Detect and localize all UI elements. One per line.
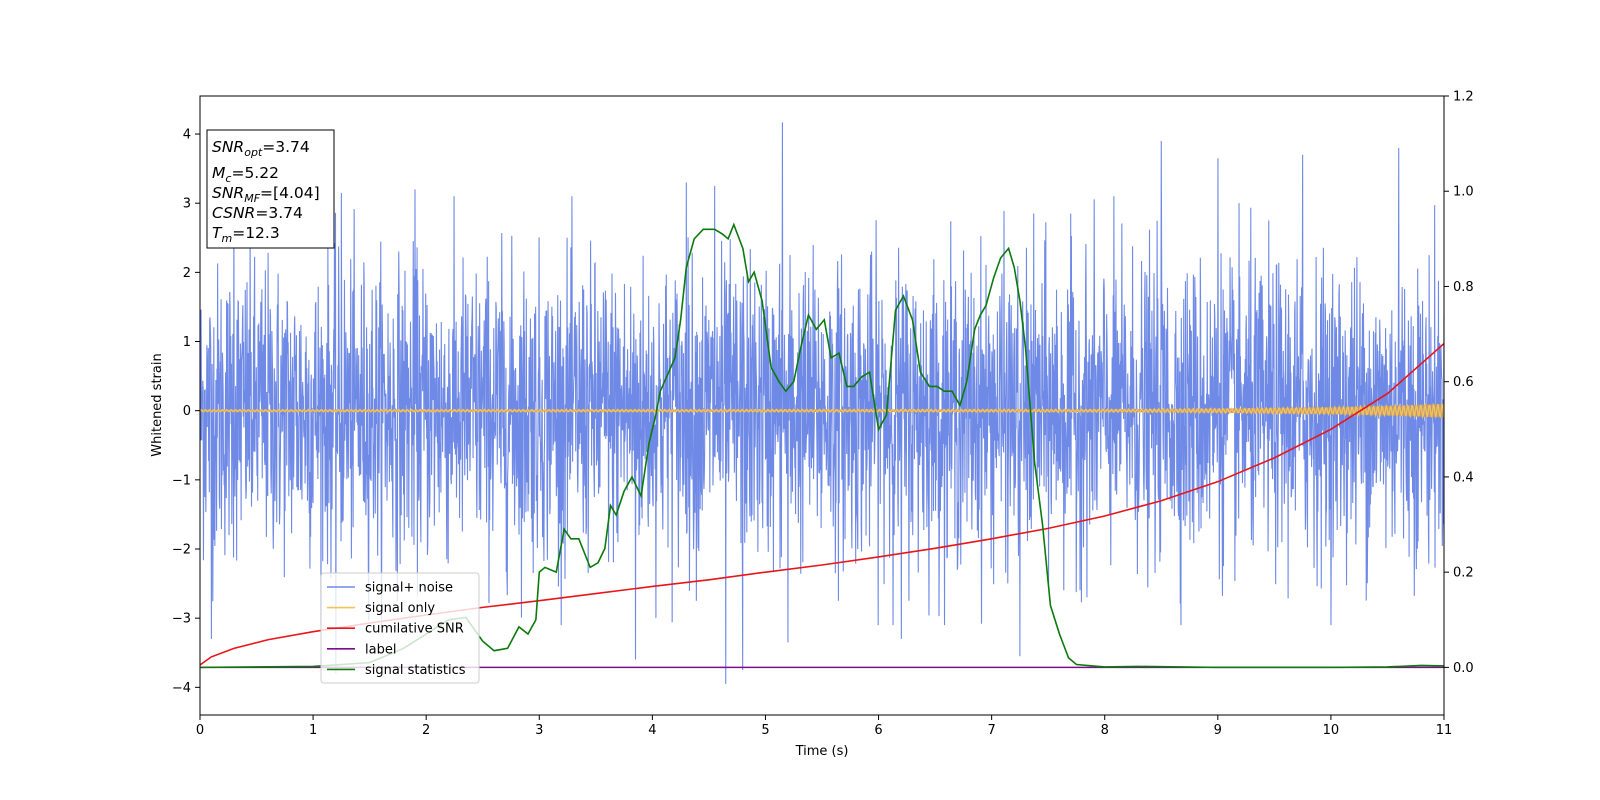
x-tick-label: 1: [309, 723, 317, 738]
x-tick-label: 5: [761, 723, 769, 738]
x-tick-label: 10: [1323, 723, 1340, 738]
y2-tick-label: 0.6: [1453, 375, 1474, 390]
annotation-mc: Mc=5.22: [212, 164, 279, 185]
y2-tick-label: 0.0: [1453, 661, 1474, 676]
y-axis-right: 0.0 0.2 0.4 0.6 0.8 1.0 1.2: [1444, 90, 1474, 676]
axes-frame: [199, 95, 1445, 716]
x-tick-label: 3: [535, 723, 543, 738]
y2-tick-label: 0.8: [1453, 280, 1474, 295]
y2-tick-label: 1.2: [1453, 90, 1474, 105]
x-tick-label: 11: [1436, 723, 1453, 738]
y-tick-label: −4: [172, 681, 191, 696]
y-axis-label: Whitened strain: [150, 353, 165, 456]
legend-signal-noise-text: signal+ noise: [365, 581, 453, 596]
signal-noise-line: [200, 122, 1444, 684]
x-tick-label: 8: [1101, 723, 1109, 738]
x-axis: 0 1 2 3 4 5 6 7 8 9 10 11: [196, 715, 1452, 738]
x-tick-label: 7: [987, 723, 995, 738]
x-tick-label: 6: [874, 723, 882, 738]
y2-tick-label: 0.2: [1453, 566, 1474, 581]
y2-tick-label: 0.4: [1453, 470, 1474, 485]
y2-tick-label: 1.0: [1453, 185, 1474, 200]
x-tick-label: 9: [1214, 723, 1222, 738]
x-axis-label: Time (s): [795, 744, 849, 759]
legend-signal-statistics-text: signal statistics: [365, 663, 466, 678]
annotation-tm: Tm=12.3: [212, 224, 280, 245]
y-tick-label: 2: [183, 266, 191, 281]
legend-signal-only-text: signal only: [365, 601, 435, 616]
y-tick-label: 1: [183, 335, 191, 350]
legend: signal+ noise signal only cumilative SNR la…: [320, 572, 480, 684]
y-tick-label: −3: [172, 612, 191, 627]
x-tick-label: 4: [648, 723, 656, 738]
x-tick-label: 0: [196, 723, 204, 738]
annotation-box: SNRopt=3.74 Mc=5.22 SNRMF=[4.04] CSNR=3.…: [206, 129, 335, 249]
cumulative-snr-line: [200, 343, 1444, 666]
y-axis-left: −4 −3 −2 −1 0 1 2 3 4: [172, 128, 200, 696]
annotation-snr-mf: SNRMF=[4.04]: [212, 184, 320, 205]
legend-label-text: label: [365, 642, 396, 657]
annotation-csnr: CSNR=3.74: [212, 204, 303, 222]
x-tick-label: 2: [422, 723, 430, 738]
signal-statistics-line: [200, 222, 1444, 669]
legend-cumulative-snr-text: cumilative SNR: [365, 622, 464, 637]
signal-only-line: [200, 402, 1444, 420]
y-tick-label: 4: [183, 128, 191, 143]
annotation-snr-opt: SNRopt=3.74: [212, 138, 310, 159]
y-tick-label: 0: [183, 404, 191, 419]
y-tick-label: 3: [183, 197, 191, 212]
y-tick-label: −2: [172, 543, 191, 558]
y-tick-label: −1: [172, 473, 191, 488]
